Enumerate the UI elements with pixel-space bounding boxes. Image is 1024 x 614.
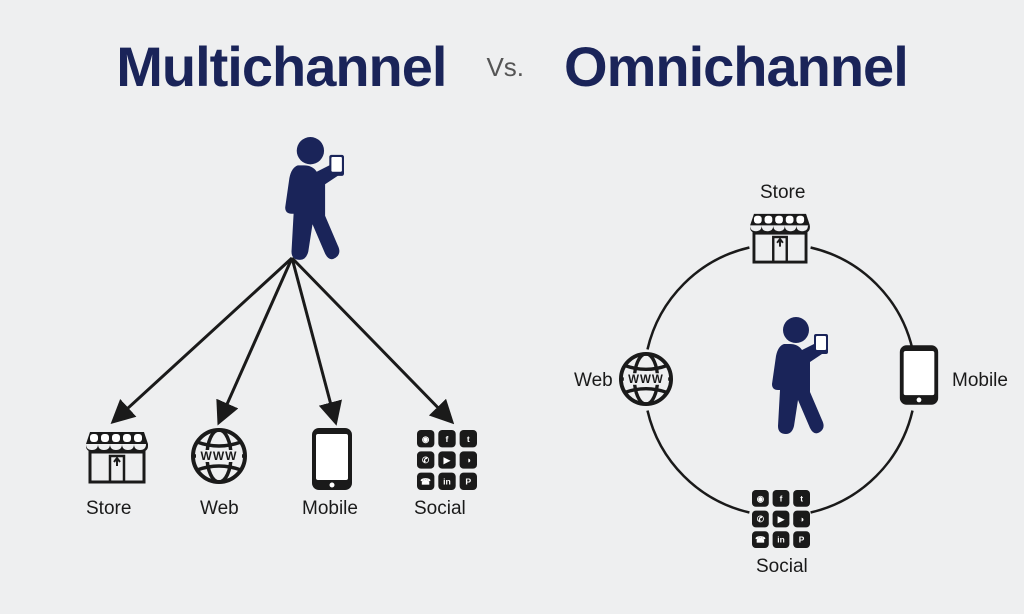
social-label: Social xyxy=(756,556,808,578)
svg-text:f: f xyxy=(780,493,783,503)
web-label: Web xyxy=(574,370,613,392)
svg-text:◑: ◑ xyxy=(799,514,804,524)
web-icon: WWW xyxy=(618,352,674,411)
store-icon xyxy=(82,428,152,489)
svg-text:☎: ☎ xyxy=(755,535,765,545)
svg-text:◉: ◉ xyxy=(757,493,764,503)
social-icon: ◉ f t ✆ ▶ ◑ ☎ in P xyxy=(406,430,488,495)
svg-text:WWW: WWW xyxy=(201,449,238,463)
svg-text:f: f xyxy=(446,434,449,444)
store-label: Store xyxy=(86,498,131,520)
svg-text:◉: ◉ xyxy=(422,434,430,444)
web-label: Web xyxy=(200,498,239,520)
mobile-icon xyxy=(308,426,356,497)
web-icon: WWW xyxy=(190,428,248,489)
svg-text:t: t xyxy=(800,493,803,503)
title-vs: Vs. xyxy=(486,52,524,83)
title-multichannel: Multichannel xyxy=(116,34,446,99)
svg-text:▶: ▶ xyxy=(443,455,452,465)
svg-text:in: in xyxy=(443,476,451,486)
title-omnichannel: Omnichannel xyxy=(564,34,908,99)
store-label: Store xyxy=(760,182,805,204)
svg-text:P: P xyxy=(465,476,471,486)
svg-text:in: in xyxy=(777,535,784,545)
title-row: Multichannel Vs. Omnichannel xyxy=(0,34,1024,99)
svg-text:WWW: WWW xyxy=(628,374,664,386)
svg-text:P: P xyxy=(799,535,805,545)
mobile-icon xyxy=(896,342,942,413)
social-label: Social xyxy=(414,498,466,520)
svg-text:✆: ✆ xyxy=(422,455,430,465)
svg-text:t: t xyxy=(467,434,470,444)
multichannel-panel: WWW ◉ f t ✆ ▶ ◑ ☎ in P Store Web Mobile Social xyxy=(60,130,520,590)
social-icon: ◉ f t ✆ ▶ ◑ ☎ in P xyxy=(742,490,820,553)
omnichannel-panel: WWW ◉ft✆▶◑☎inP Store Web Mobile Social xyxy=(570,120,990,590)
svg-text:☎: ☎ xyxy=(420,476,431,486)
store-icon xyxy=(746,210,814,269)
svg-text:◑: ◑ xyxy=(466,455,471,465)
mobile-label: Mobile xyxy=(302,498,358,520)
person-icon xyxy=(260,136,355,262)
person-icon xyxy=(748,316,838,436)
svg-text:✆: ✆ xyxy=(757,514,764,524)
mobile-label: Mobile xyxy=(952,370,1008,392)
svg-text:▶: ▶ xyxy=(777,514,785,524)
